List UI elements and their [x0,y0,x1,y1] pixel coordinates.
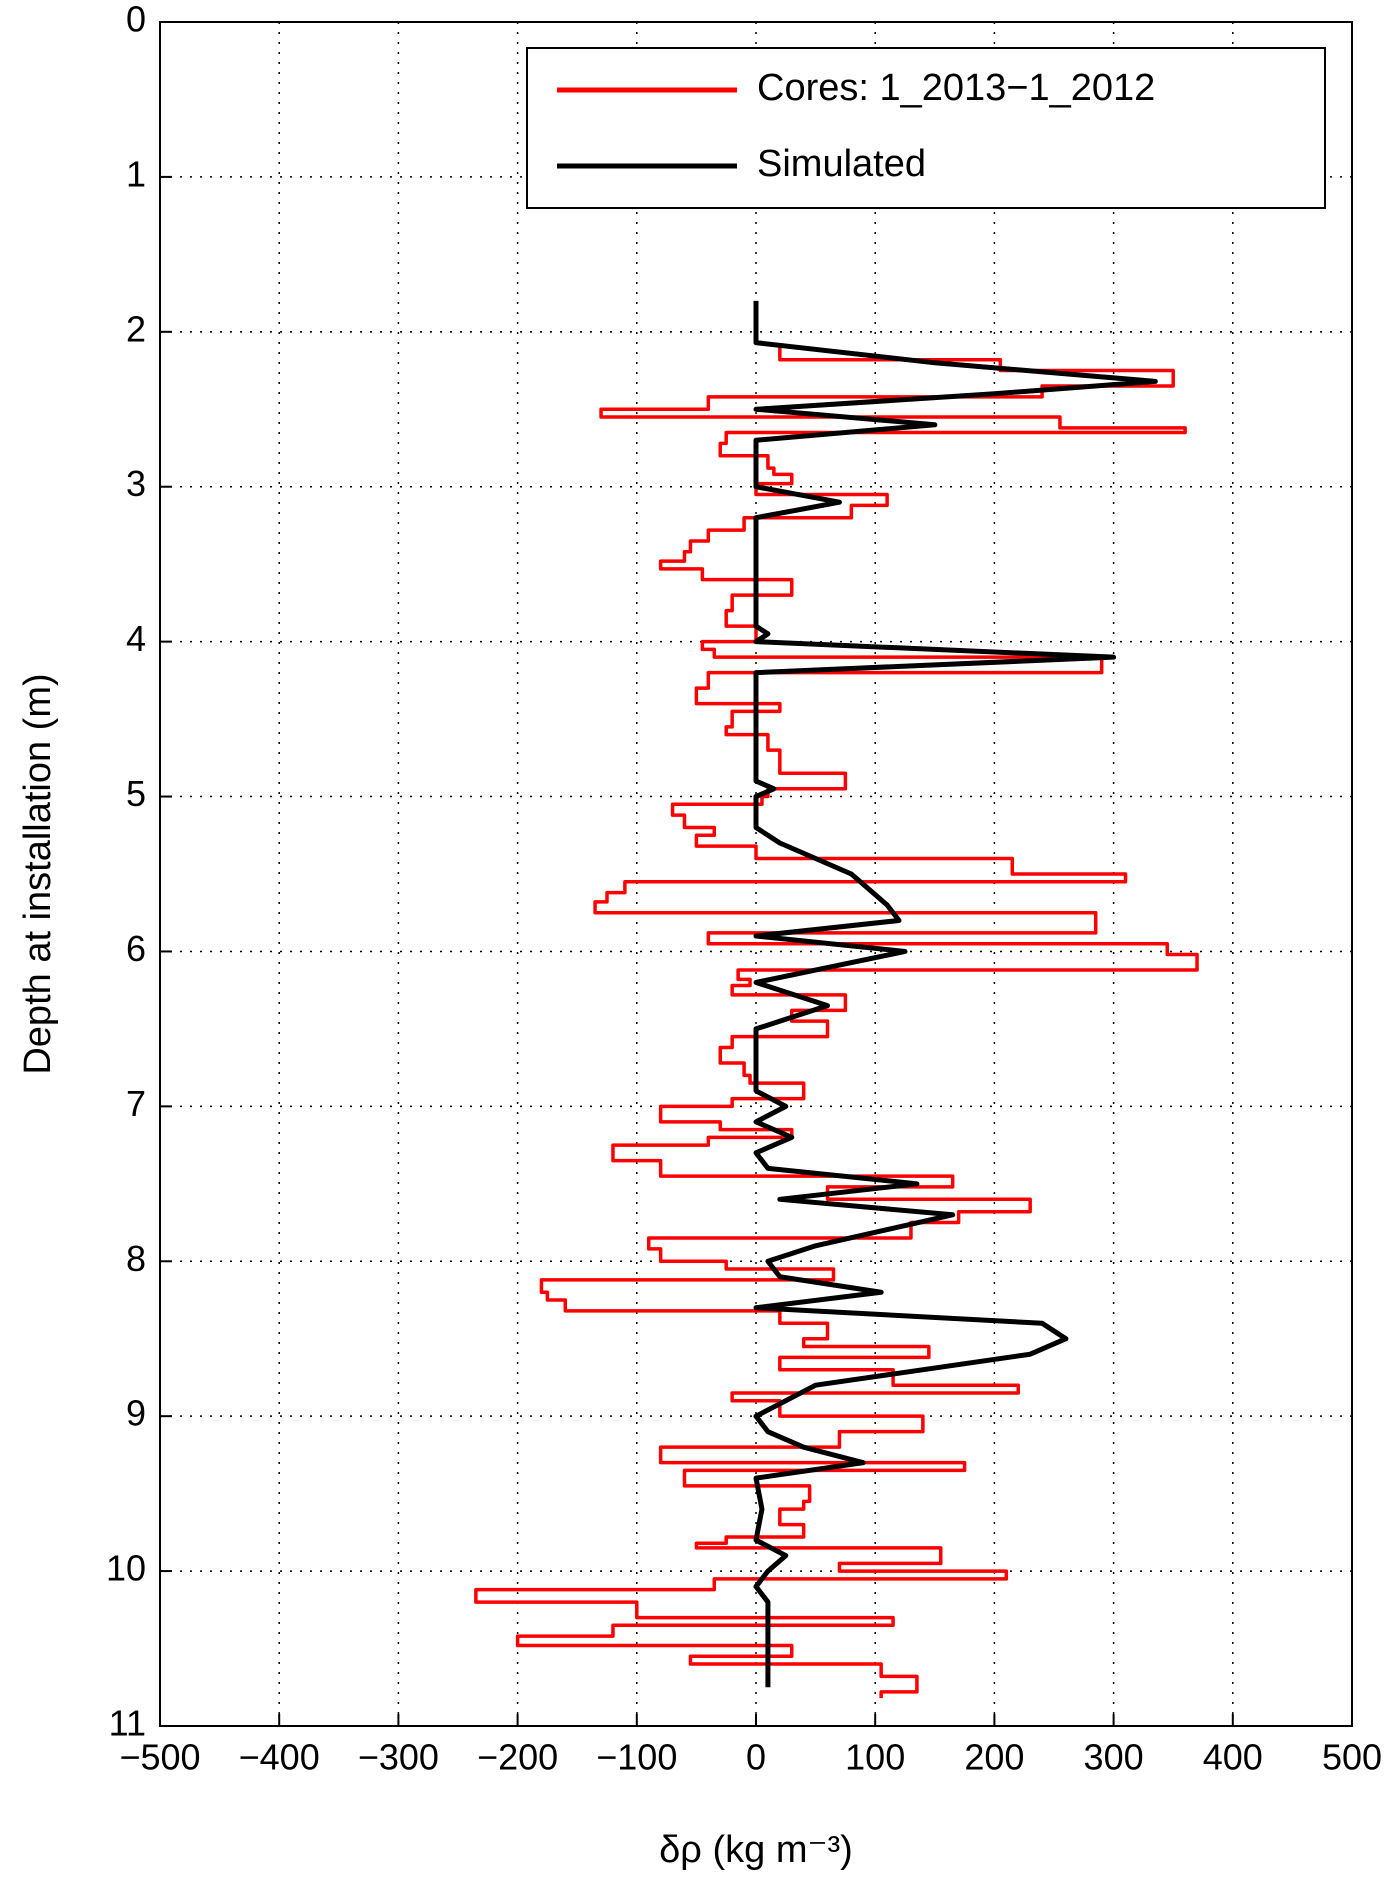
y-tick-label: 11 [109,1703,146,1744]
y-tick-label: 6 [126,928,146,969]
legend-label: Cores: 1_2013−1_2012 [757,67,1155,109]
y-tick-label: 0 [126,0,146,40]
legend: Cores: 1_2013−1_2012 Simulated [526,47,1326,209]
legend-label: Simulated [757,143,926,185]
x-tick-label: 300 [1084,1737,1144,1778]
y-tick-label: 3 [126,463,146,504]
y-axis-label: Depth at installation (m) [17,673,59,1074]
x-tick-label: 500 [1322,1737,1382,1778]
x-axis-label: δρ (kg m⁻³) [659,1829,853,1871]
y-tick-label: 10 [106,1548,146,1589]
x-tick-label: 0 [746,1737,766,1778]
x-tick-label: −100 [596,1737,677,1778]
y-tick-label: 7 [126,1083,146,1124]
marks [474,300,1199,1699]
x-tick-label: 200 [964,1737,1024,1778]
y-tick-label: 9 [126,1393,146,1434]
x-tick-label: −500 [119,1737,200,1778]
x-tick-label: −400 [239,1737,320,1778]
series-line [474,344,1199,1699]
legend-box [526,47,1326,209]
ticks: −500 −400 −300 −200 −100 0 100 200 300 400 500 0 1 2 3… [106,0,1382,1778]
x-tick-label: −200 [477,1737,558,1778]
y-tick-label: 2 [126,308,146,349]
y-tick-label: 4 [126,618,146,659]
x-tick-label: 400 [1203,1737,1263,1778]
x-tick-label: −300 [358,1737,439,1778]
y-tick-label: 5 [126,773,146,814]
series-line [753,300,1158,1688]
x-tick-label: 100 [845,1737,905,1778]
y-tick-label: 8 [126,1238,146,1279]
y-tick-label: 1 [126,153,146,194]
